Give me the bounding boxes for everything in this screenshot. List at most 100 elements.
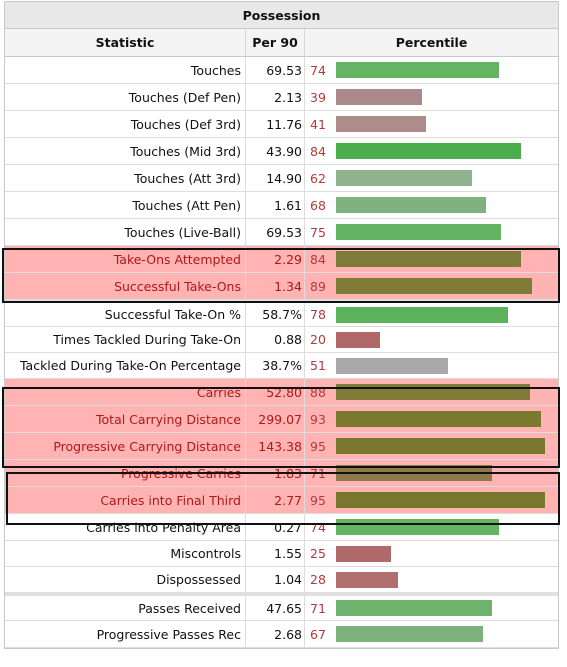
per90-value: 52.80 [246,379,305,405]
stat-label[interactable]: Touches (Def Pen) [5,84,246,110]
per90-value: 2.77 [246,487,305,513]
table-title: Possession [5,2,558,29]
stat-label[interactable]: Carries into Penalty Area [5,514,246,540]
stat-label[interactable]: Take-Ons Attempted [5,246,246,272]
stat-label[interactable]: Times Tackled During Take-On [5,327,246,352]
table-row: Touches (Def Pen) 2.13 39 [5,84,558,111]
percentile-value: 78 [310,307,326,322]
stat-label[interactable]: Successful Take-Ons [5,273,246,299]
table-row: Progressive Carrying Distance 143.38 95 [5,433,558,460]
percentile-cell: 28 [305,567,558,592]
stat-label[interactable]: Miscontrols [5,541,246,566]
per90-value: 47.65 [246,596,305,620]
table-row: Times Tackled During Take-On 0.88 20 [5,327,558,353]
table-row: Total Carrying Distance 299.07 93 [5,406,558,433]
percentile-bar [336,197,486,213]
header-percentile[interactable]: Percentile [395,35,468,50]
stat-label[interactable]: Touches [5,57,246,83]
percentile-bar [336,600,492,616]
percentile-bar [336,251,521,267]
per90-value: 2.29 [246,246,305,272]
percentile-value: 62 [310,170,326,186]
stat-label[interactable]: Touches (Att 3rd) [5,165,246,191]
percentile-bar [336,331,380,348]
percentile-cell: 71 [305,596,558,620]
percentile-cell: 89 [305,273,558,299]
percentile-cell: 93 [305,406,558,432]
stat-label[interactable]: Dispossessed [5,567,246,592]
percentile-value: 41 [310,116,326,132]
percentile-value: 68 [310,197,326,213]
per90-value: 1.61 [246,192,305,218]
per90-value: 11.76 [246,111,305,137]
percentile-bar [336,545,391,562]
table-header: Statistic Per 90 Percentile [5,29,558,57]
table-row: Dispossessed 1.04 28 [5,567,558,593]
stat-label[interactable]: Carries [5,379,246,405]
percentile-bar [336,116,426,132]
table-row: Touches (Att 3rd) 14.90 62 [5,165,558,192]
percentile-value: 39 [310,89,326,105]
stat-label[interactable]: Progressive Passes Rec [5,621,246,647]
stat-label[interactable]: Total Carrying Distance [5,406,246,432]
percentile-bar [336,224,501,240]
table-row: Touches (Def 3rd) 11.76 41 [5,111,558,138]
percentile-cell: 75 [305,219,558,245]
header-per90[interactable]: Per 90 [246,29,305,56]
percentile-value: 25 [310,546,326,561]
stat-label[interactable]: Passes Received [5,596,246,620]
stat-label[interactable]: Touches (Live-Ball) [5,219,246,245]
stat-label[interactable]: Successful Take-On % [5,303,246,326]
percentile-bar [336,519,499,535]
stat-label[interactable]: Touches (Att Pen) [5,192,246,218]
stat-label[interactable]: Tackled During Take-On Percentage [5,353,246,378]
percentile-cell: 20 [305,327,558,352]
table-row: Successful Take-On % 58.7% 78 [5,300,558,327]
table-row: Progressive Carries 1.83 71 [5,460,558,487]
percentile-value: 84 [310,251,326,267]
per90-value: 1.55 [246,541,305,566]
percentile-bar [336,492,545,508]
percentile-bar [336,411,541,427]
percentile-bar [336,62,499,78]
percentile-value: 67 [310,626,326,642]
percentile-value: 28 [310,572,326,587]
percentile-value: 84 [310,143,326,159]
percentile-value: 95 [310,438,326,454]
percentile-cell: 95 [305,487,558,513]
stat-label[interactable]: Carries into Final Third [5,487,246,513]
percentile-value: 95 [310,492,326,508]
percentile-cell: 41 [305,111,558,137]
percentile-value: 71 [310,465,326,481]
table-row: Passes Received 47.65 71 [5,593,558,621]
percentile-cell: 68 [305,192,558,218]
table-row: Carries into Penalty Area 0.27 74 [5,514,558,541]
percentile-cell: 25 [305,541,558,566]
percentile-cell: 88 [305,379,558,405]
per90-value: 69.53 [246,219,305,245]
percentile-value: 20 [310,332,326,347]
percentile-value: 93 [310,411,326,427]
per90-value: 0.88 [246,327,305,352]
stat-label[interactable]: Touches (Mid 3rd) [5,138,246,164]
percentile-value: 74 [310,62,326,78]
percentile-bar [336,306,508,323]
percentile-cell: 71 [305,460,558,486]
percentile-cell: 51 [305,353,558,378]
per90-value: 143.38 [246,433,305,459]
percentile-value: 74 [310,519,326,535]
table-row: Take-Ons Attempted 2.29 84 [5,246,558,273]
percentile-bar [336,278,532,294]
percentile-bar [336,465,492,481]
percentile-value: 51 [310,358,326,373]
percentile-cell: 84 [305,138,558,164]
stat-label[interactable]: Touches (Def 3rd) [5,111,246,137]
percentile-value: 88 [310,384,326,400]
percentile-bar [336,438,545,454]
stat-label[interactable]: Progressive Carries [5,460,246,486]
per90-value: 2.13 [246,84,305,110]
possession-table: Possession Statistic Per 90 Percentile T… [4,1,559,649]
table-row: Carries into Final Third 2.77 95 [5,487,558,514]
header-statistic[interactable]: Statistic [5,29,246,56]
stat-label[interactable]: Progressive Carrying Distance [5,433,246,459]
